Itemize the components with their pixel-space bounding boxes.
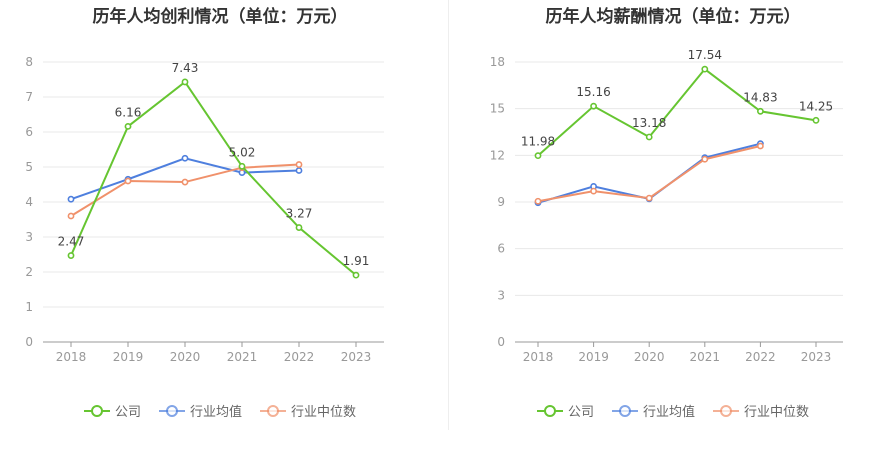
profit-point-industry-median[interactable] [67,212,75,220]
profit-y-tick-label: 7 [25,90,33,104]
legend-line-circle-icon [713,404,739,417]
profit-point-company[interactable] [124,123,132,130]
salary-data-label: 15.16 [576,85,610,99]
salary-chart-title: 历年人均薪酬情况（单位：万元） [545,7,801,27]
profit-point-industry-median[interactable] [181,178,189,186]
profit-y-tick-label: 2 [25,265,33,279]
salary-point-company[interactable] [590,102,597,110]
salary-chart-panel: 历年人均薪酬情况（单位：万元） 0 3 6 9 12 15 18 2018 2019 2020 20… [453,0,893,458]
profit-data-label: 1.91 [343,254,370,268]
salary-x-tick-label: 2021 [690,350,721,364]
profit-data-label: 3.27 [286,207,313,221]
legend-label: 公司 [114,405,141,420]
profit-point-industry-mean[interactable] [181,154,189,162]
profit-y-tick-label: 0 [25,335,33,349]
profit-data-label: 5.02 [229,145,256,159]
legend-line-circle-icon [611,404,638,417]
legend-line-circle-icon [158,404,185,417]
legend-label: 行业中位数 [291,405,357,420]
salary-point-industry-median[interactable] [590,187,597,195]
salary-y-tick-label: 6 [497,242,505,256]
legend-line-circle-icon [83,404,110,417]
salary-y-tick-label: 0 [497,335,505,349]
profit-legend-item-industry-median[interactable]: 行业中位数 [260,401,356,420]
profit-point-industry-mean[interactable] [295,167,303,174]
salary-point-industry-median[interactable] [534,197,542,205]
salary-y-tick-label: 3 [497,288,505,302]
salary-line-industry-mean [537,142,761,204]
profit-chart-legend: 公司 行业均值 行业中位数 [0,401,440,420]
salary-x-tick-label: 2019 [578,350,609,364]
profit-x-tick-label: 2021 [227,350,258,364]
salary-data-label: 13.18 [632,116,666,130]
salary-chart: 0 3 6 9 12 15 18 2018 2019 2020 2021 2022 2023 11.98 1… [490,48,843,364]
salary-point-company[interactable] [534,152,542,160]
profit-legend-item-industry-mean[interactable]: 行业均值 [158,401,242,420]
salary-point-company[interactable] [701,65,709,73]
profit-y-tick-label: 3 [25,230,33,244]
salary-point-industry-median[interactable] [756,142,764,150]
salary-y-tick-label: 12 [490,148,505,162]
salary-point-company[interactable] [645,133,653,141]
salary-y-tick-label: 9 [497,195,505,209]
salary-data-label: 14.25 [799,99,833,113]
salary-legend-item-industry-median[interactable]: 行业中位数 [713,401,809,420]
profit-point-industry-median[interactable] [295,161,303,168]
salary-y-tick-label: 18 [490,55,505,69]
salary-point-company[interactable] [756,107,764,115]
profit-legend-item-company[interactable]: 公司 [83,401,141,420]
salary-legend-item-industry-mean[interactable]: 行业均值 [611,401,695,420]
profit-y-tick-label: 4 [25,195,33,209]
panel-divider [448,0,449,430]
profit-point-industry-median[interactable] [124,177,132,185]
salary-data-label: 17.54 [688,48,722,62]
profit-x-tick-label: 2018 [56,350,87,364]
profit-point-company[interactable] [67,252,75,259]
profit-point-company[interactable] [295,224,303,231]
legend-line-circle-icon [260,404,286,417]
salary-data-label: 11.98 [521,135,555,149]
legend-label: 行业均值 [642,405,695,420]
profit-y-tick-label: 8 [25,55,33,69]
profit-y-tick-label: 5 [25,160,33,174]
legend-line-circle-icon [536,404,563,417]
profit-x-tick-label: 2023 [341,350,372,364]
salary-x-tick-label: 2020 [634,350,665,364]
profit-point-company[interactable] [352,271,360,279]
salary-point-company[interactable] [812,116,820,124]
salary-y-tick-label: 15 [490,102,505,116]
legend-label: 公司 [567,405,594,420]
salary-x-tick-label: 2018 [523,350,554,364]
salary-point-industry-median[interactable] [645,194,653,202]
profit-point-industry-mean[interactable] [67,195,75,203]
profit-y-tick-label: 1 [25,300,33,314]
legend-label: 行业均值 [189,405,242,420]
profit-chart-title: 历年人均创利情况（单位：万元） [92,7,348,27]
salary-line-company [537,67,817,157]
salary-x-tick-label: 2023 [801,350,832,364]
profit-data-label: 6.16 [115,105,142,119]
profit-x-tick-label: 2020 [170,350,201,364]
profit-chart: 0 1 2 3 4 5 6 7 8 2018 2019 2020 2021 2022 2023 2.47 6.1… [25,55,384,364]
profit-x-tick-label: 2019 [113,350,144,364]
legend-label: 行业中位数 [744,405,810,420]
profit-data-label: 7.43 [172,61,199,75]
salary-chart-legend: 公司 行业均值 行业中位数 [453,401,893,420]
profit-point-company[interactable] [238,162,246,170]
salary-point-industry-median[interactable] [701,155,709,163]
profit-chart-panel: 历年人均创利情况（单位：万元） 0 1 2 3 4 5 6 7 8 2018 2019 2020 202… [0,0,440,458]
profit-x-tick-label: 2022 [284,350,315,364]
salary-data-label: 14.83 [743,90,777,104]
salary-legend-item-company[interactable]: 公司 [536,401,594,420]
profit-data-label: 2.47 [58,235,85,249]
profit-y-tick-label: 6 [25,125,33,139]
profit-point-company[interactable] [181,78,189,86]
salary-x-tick-label: 2022 [745,350,776,364]
profit-line-company [70,80,357,276]
